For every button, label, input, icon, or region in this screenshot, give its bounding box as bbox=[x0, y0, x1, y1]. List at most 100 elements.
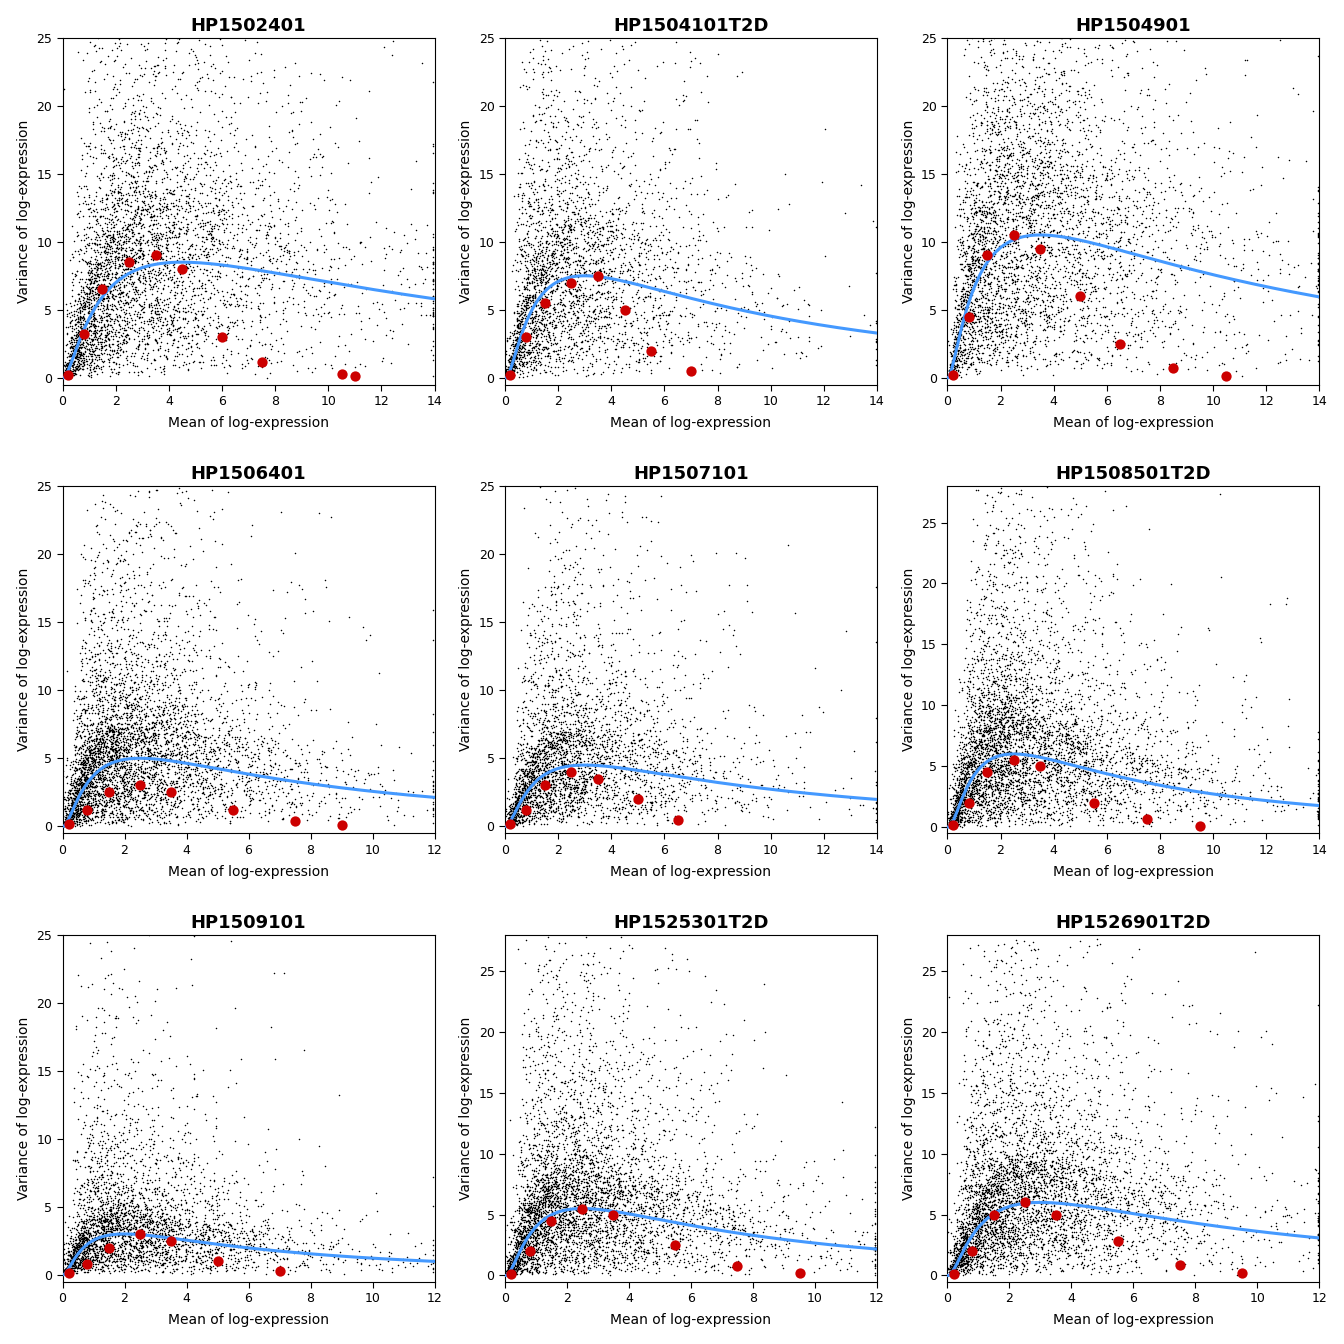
Point bbox=[1011, 685, 1032, 707]
Point bbox=[79, 281, 101, 302]
Point bbox=[1085, 185, 1106, 207]
Point bbox=[207, 1250, 228, 1271]
Point bbox=[524, 703, 546, 724]
Point bbox=[151, 594, 172, 616]
Point bbox=[97, 216, 118, 238]
Point bbox=[707, 220, 728, 242]
Point bbox=[94, 1230, 116, 1251]
Point bbox=[603, 723, 625, 745]
Point bbox=[105, 739, 126, 761]
Point bbox=[948, 356, 969, 378]
Point bbox=[165, 719, 187, 741]
Point bbox=[1019, 1180, 1040, 1202]
Point bbox=[650, 345, 672, 367]
Point bbox=[1308, 251, 1329, 273]
Point bbox=[573, 790, 594, 812]
Point bbox=[1016, 141, 1038, 163]
Point bbox=[539, 324, 560, 345]
Point bbox=[585, 1195, 606, 1216]
Point bbox=[634, 1243, 656, 1265]
Point bbox=[1095, 1235, 1117, 1257]
Point bbox=[554, 1164, 575, 1185]
Point bbox=[121, 660, 142, 681]
Point bbox=[982, 1052, 1004, 1074]
Point bbox=[149, 1232, 171, 1254]
Point bbox=[103, 13, 125, 35]
Point bbox=[996, 710, 1017, 731]
Point bbox=[676, 1198, 698, 1219]
Point bbox=[965, 890, 986, 911]
Point bbox=[1034, 156, 1055, 177]
Point bbox=[1116, 737, 1137, 758]
Point bbox=[66, 359, 87, 380]
Point bbox=[1159, 219, 1180, 241]
Point bbox=[130, 699, 152, 720]
Point bbox=[972, 790, 993, 812]
Point bbox=[948, 1180, 969, 1202]
Point bbox=[587, 628, 609, 649]
Point bbox=[566, 605, 587, 626]
Point bbox=[93, 1210, 114, 1231]
Point bbox=[1027, 566, 1048, 587]
Point bbox=[569, 0, 590, 15]
Point bbox=[1204, 1117, 1226, 1138]
Point bbox=[194, 890, 215, 911]
Point bbox=[110, 305, 132, 327]
Point bbox=[968, 1216, 989, 1238]
Point bbox=[144, 741, 165, 762]
Point bbox=[1150, 1215, 1172, 1236]
Point bbox=[789, 276, 810, 297]
Point bbox=[1136, 181, 1157, 203]
Point bbox=[85, 136, 106, 157]
Point bbox=[1001, 1145, 1023, 1167]
Point bbox=[547, 220, 569, 242]
Point bbox=[130, 233, 152, 254]
Point bbox=[79, 742, 101, 763]
Point bbox=[948, 1254, 969, 1275]
Point bbox=[1105, 1215, 1126, 1236]
Point bbox=[87, 605, 109, 626]
Point bbox=[538, 798, 559, 820]
Point bbox=[1025, 790, 1047, 812]
Point bbox=[957, 22, 978, 43]
Point bbox=[103, 294, 125, 316]
Point bbox=[570, 716, 591, 738]
Point bbox=[501, 362, 523, 383]
Point bbox=[981, 0, 1003, 15]
Point bbox=[75, 1128, 97, 1149]
Point bbox=[106, 499, 128, 520]
Point bbox=[508, 148, 530, 169]
Point bbox=[754, 1255, 775, 1277]
Point bbox=[969, 1226, 991, 1247]
Point bbox=[519, 1211, 540, 1232]
Point bbox=[1165, 230, 1187, 251]
Point bbox=[961, 245, 982, 266]
Point bbox=[566, 286, 587, 308]
Point bbox=[198, 289, 219, 310]
Point bbox=[1066, 1071, 1087, 1093]
Point bbox=[559, 323, 581, 344]
Point bbox=[633, 1177, 655, 1199]
Point bbox=[99, 708, 121, 730]
Point bbox=[773, 0, 794, 15]
Point bbox=[591, 0, 613, 15]
Point bbox=[991, 792, 1012, 813]
Point bbox=[629, 737, 650, 758]
Point bbox=[524, 789, 546, 810]
Point bbox=[980, 176, 1001, 198]
Point bbox=[60, 804, 82, 825]
Point bbox=[581, 353, 602, 375]
Point bbox=[1113, 775, 1134, 797]
Point bbox=[113, 738, 134, 759]
Point bbox=[105, 254, 126, 276]
Point bbox=[972, 804, 993, 825]
Point bbox=[1025, 56, 1047, 78]
Point bbox=[105, 200, 126, 222]
Point bbox=[954, 802, 976, 824]
Point bbox=[984, 773, 1005, 794]
Point bbox=[954, 352, 976, 374]
Point bbox=[981, 739, 1003, 761]
Point bbox=[519, 290, 540, 312]
Point bbox=[117, 249, 138, 270]
Point bbox=[536, 1179, 558, 1200]
